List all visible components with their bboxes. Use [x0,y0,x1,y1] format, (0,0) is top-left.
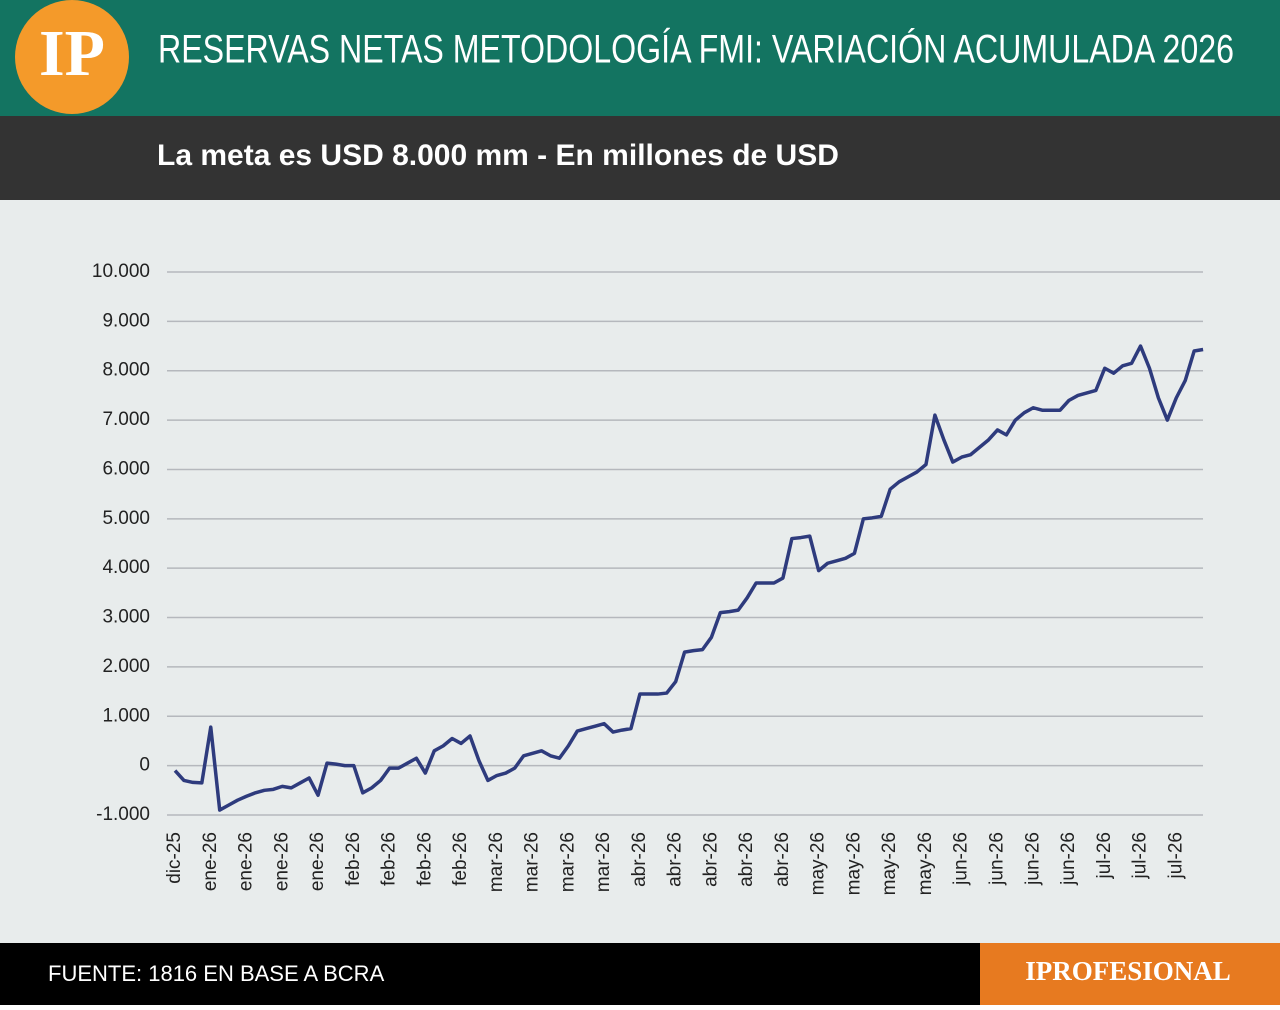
x-tick-label: mar-26 [557,832,578,892]
x-tick-label: ene-26 [236,832,257,891]
x-tick-label: jul-26 [1094,832,1115,879]
y-tick-label: 3.000 [102,607,150,628]
y-tick-label: 0 [139,755,150,776]
data-line [173,344,1204,812]
chart-background [0,200,1280,943]
x-tick-label: abr-26 [772,832,793,887]
logo: IP [39,17,105,90]
logo-circle [15,0,129,114]
x-tick-label: feb-26 [343,832,364,886]
x-tick-label: jun-26 [1022,832,1043,886]
x-tick-label: abr-26 [736,832,757,887]
x-tick-label: ene-26 [271,832,292,891]
y-tick-label: -1.000 [96,804,150,825]
x-tick-label: mar-26 [593,832,614,892]
x-tick-label: jul-26 [1165,832,1186,879]
x-tick-label: jun-26 [986,832,1007,886]
x-tick-label: mar-26 [486,832,507,892]
x-tick-label: jul-26 [1130,832,1151,879]
brand: IPROFESIONAL [1025,956,1231,986]
brand-box [980,943,1280,1005]
y-tick-label: 5.000 [102,508,150,529]
x-tick-label: mar-26 [522,832,543,892]
x-tick-label: may-26 [879,832,900,895]
y-tick-label: 8.000 [102,360,150,381]
subtitle-band [0,116,1280,200]
header-band [0,0,1280,116]
x-tick-label: ene-26 [200,832,221,891]
x-tick-label: may-26 [808,832,829,895]
chart-subtitle: La meta es USD 8.000 mm - En millones de… [157,139,839,172]
source-note: FUENTE: 1816 EN BASE A BCRA [48,961,385,986]
chart-title: RESERVAS NETAS METODOLOGÍA FMI: VARIACIÓ… [158,27,1234,72]
x-tick-label: abr-26 [700,832,721,887]
x-tick-label: ene-26 [307,832,328,891]
y-tick-label: 1.000 [102,705,150,726]
y-tick-label: 10.000 [92,261,150,282]
y-tick-label: 7.000 [102,409,150,430]
x-tick-label: dic-25 [164,832,185,884]
y-tick-label: 2.000 [102,656,150,677]
y-tick-label: 6.000 [102,458,150,479]
x-tick-label: may-26 [843,832,864,895]
x-tick-label: feb-26 [450,832,471,886]
x-tick-label: feb-26 [379,832,400,886]
y-tick-label: 4.000 [102,557,150,578]
x-tick-label: abr-26 [665,832,686,887]
x-tick-label: may-26 [915,832,936,895]
x-tick-label: jun-26 [1058,832,1079,886]
x-tick-label: jun-26 [951,832,972,886]
x-tick-label: abr-26 [629,832,650,887]
x-tick-label: feb-26 [414,832,435,886]
y-tick-label: 9.000 [102,310,150,331]
